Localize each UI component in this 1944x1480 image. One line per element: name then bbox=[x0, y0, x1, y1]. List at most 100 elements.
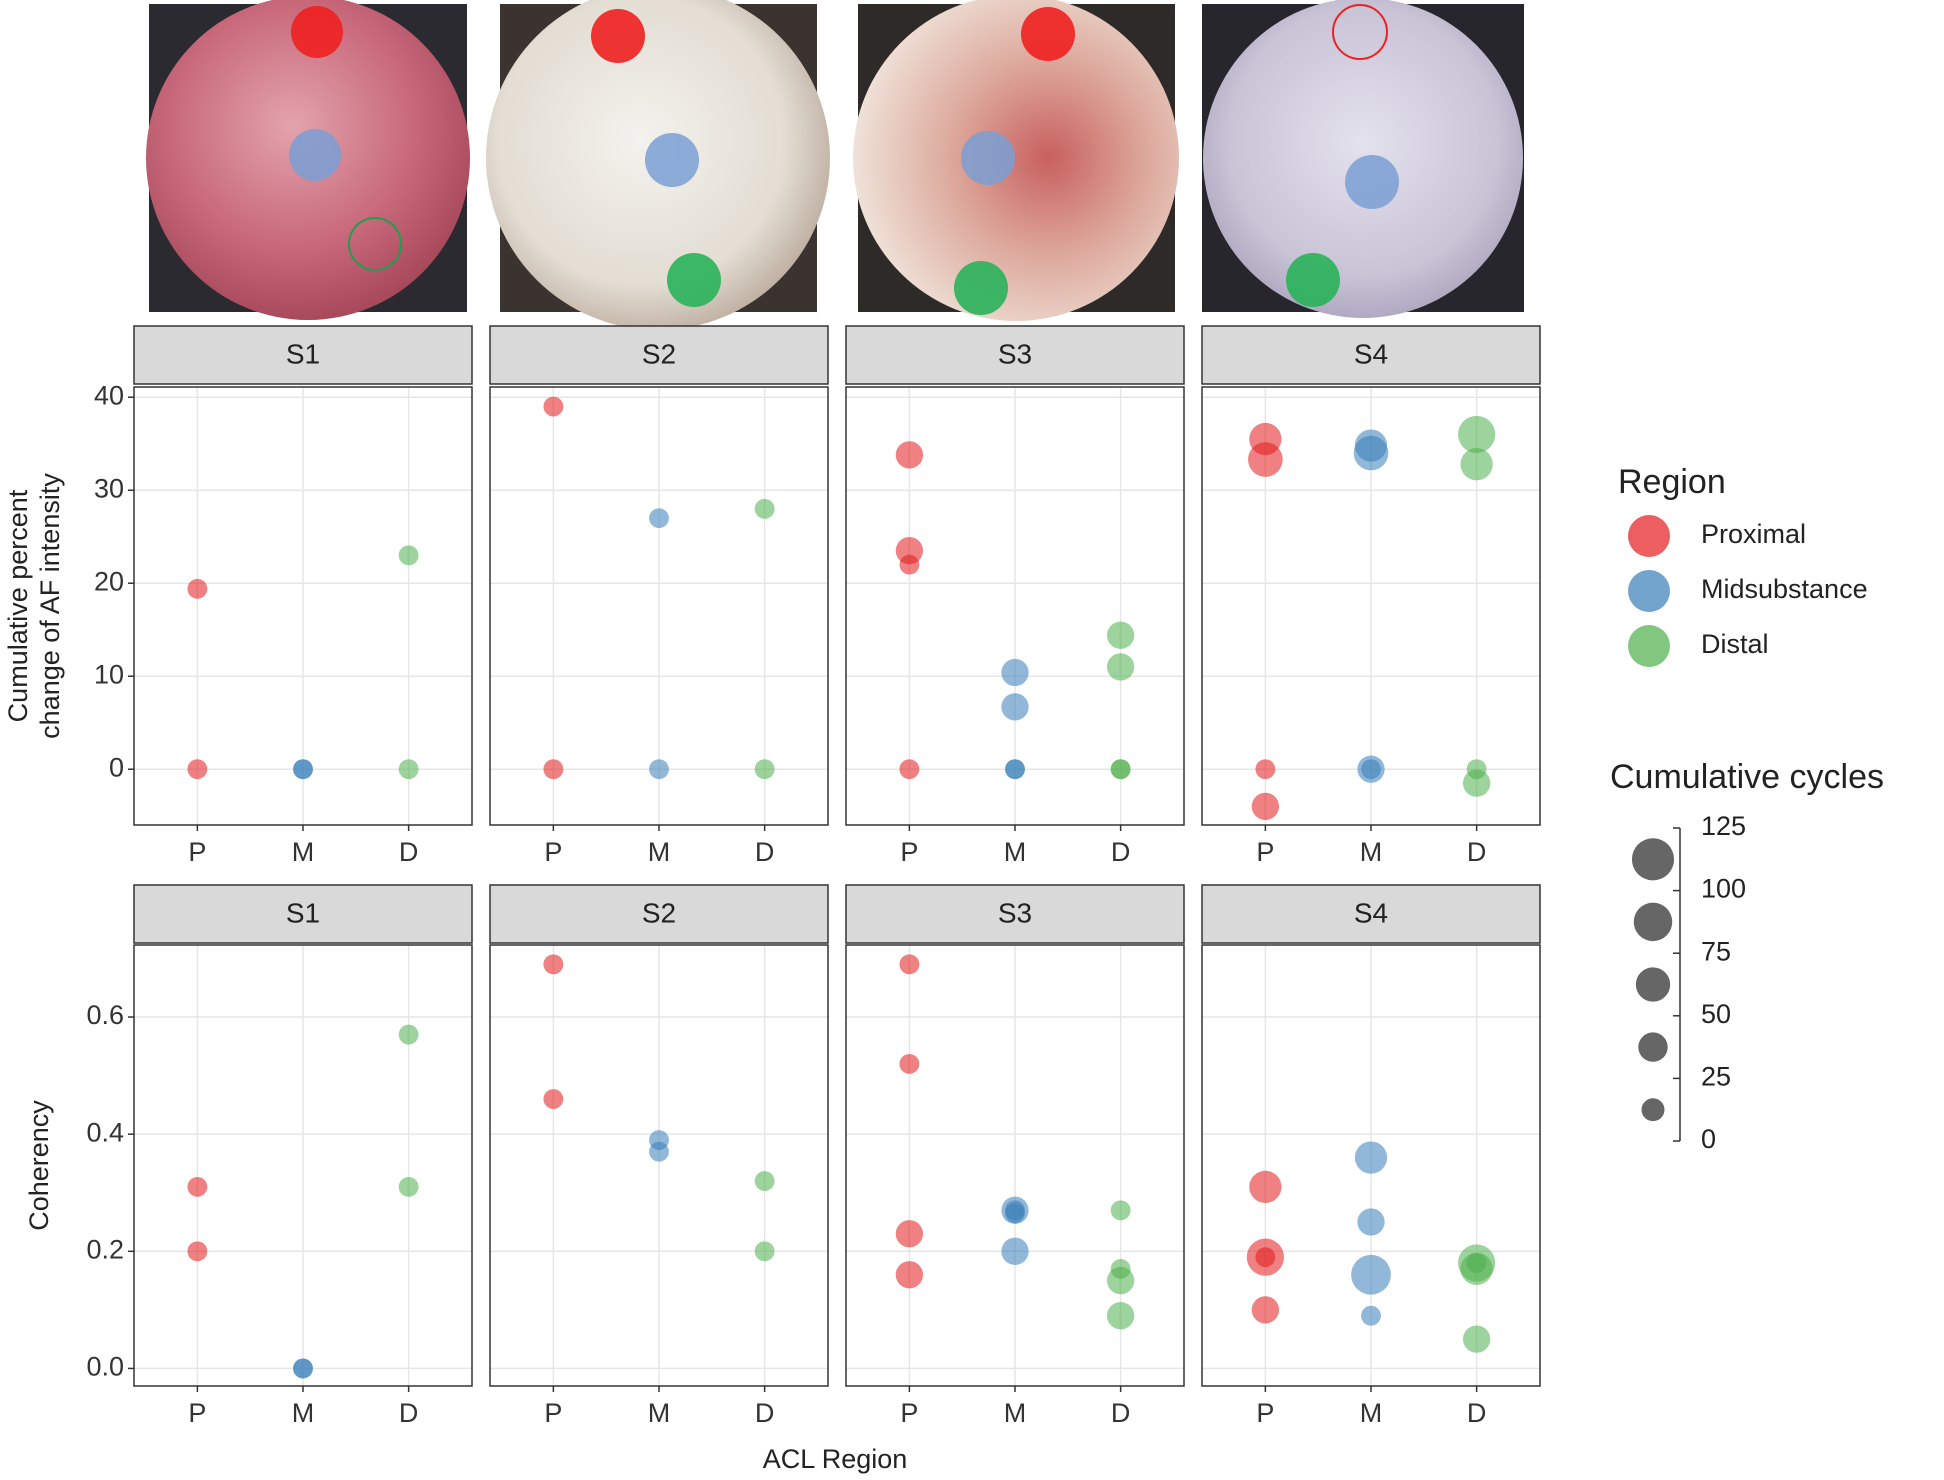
size-legend-label: 125 bbox=[1701, 811, 1746, 841]
legend-label: Proximal bbox=[1701, 519, 1806, 549]
strip bbox=[845, 884, 1185, 944]
y-tick-label: 10 bbox=[94, 659, 124, 689]
x-tick-label: P bbox=[1256, 837, 1274, 867]
bubble bbox=[899, 954, 920, 975]
x-tick-label: P bbox=[900, 1398, 918, 1428]
strip-label: S4 bbox=[1354, 338, 1388, 369]
x-tick-label: M bbox=[1004, 1398, 1027, 1428]
strip-label: S4 bbox=[1354, 897, 1388, 928]
legend-label: Midsubstance bbox=[1701, 574, 1868, 604]
bubble bbox=[1005, 1200, 1025, 1221]
bubble bbox=[1255, 759, 1276, 780]
bubble bbox=[543, 954, 564, 975]
bubble bbox=[649, 508, 669, 529]
bubble bbox=[187, 1241, 208, 1262]
legend-label: Distal bbox=[1701, 629, 1769, 659]
bubble bbox=[754, 1241, 775, 1262]
bubble bbox=[899, 759, 920, 780]
bubble bbox=[1357, 1208, 1385, 1236]
photo bbox=[146, 0, 470, 320]
legend-title: Region bbox=[1618, 463, 1726, 501]
size-legend-key bbox=[1635, 967, 1671, 1002]
size-legend-label: 0 bbox=[1701, 1124, 1716, 1154]
panel-border bbox=[489, 944, 829, 1387]
bubble bbox=[187, 759, 208, 780]
bubble bbox=[1361, 759, 1381, 780]
x-tick-label: M bbox=[1360, 837, 1383, 867]
bubble bbox=[1001, 658, 1029, 687]
strip bbox=[489, 325, 829, 385]
x-tick-label: M bbox=[648, 1398, 671, 1428]
bubble bbox=[895, 1220, 924, 1248]
size-legend-key bbox=[1633, 902, 1673, 942]
bubble bbox=[543, 759, 564, 780]
bubble bbox=[754, 759, 775, 780]
bubble bbox=[1255, 1247, 1276, 1268]
bubble bbox=[1458, 415, 1496, 454]
size-legend-label: 25 bbox=[1701, 1062, 1731, 1092]
photos bbox=[146, 0, 1524, 330]
size-legend-title: Cumulative cycles bbox=[1610, 758, 1884, 796]
bubble bbox=[187, 1176, 208, 1197]
panel-border bbox=[845, 944, 1185, 1387]
bubble bbox=[1462, 1325, 1491, 1353]
bubble bbox=[899, 1053, 920, 1074]
bubble bbox=[1249, 1170, 1282, 1204]
bubble bbox=[1005, 759, 1025, 780]
x-tick-label: D bbox=[1111, 837, 1131, 867]
bubble bbox=[754, 1171, 775, 1191]
y-axis-title: Coherency bbox=[24, 1100, 54, 1231]
bubble bbox=[187, 578, 208, 599]
strip bbox=[133, 325, 473, 385]
bubble bbox=[1106, 653, 1135, 681]
y-tick-label: 0.6 bbox=[86, 1000, 124, 1030]
bubble bbox=[754, 498, 775, 519]
x-tick-label: P bbox=[188, 837, 206, 867]
x-tick-label: M bbox=[1360, 1398, 1383, 1428]
size-legend-label: 100 bbox=[1701, 874, 1746, 904]
bubble bbox=[1106, 1266, 1135, 1295]
bubble bbox=[1462, 769, 1491, 797]
x-tick-label: P bbox=[544, 837, 562, 867]
photo bbox=[486, 0, 830, 330]
bubble bbox=[398, 545, 419, 566]
x-tick-label: D bbox=[1111, 1398, 1131, 1428]
size-legend-key bbox=[1641, 1098, 1665, 1122]
panel-border bbox=[489, 386, 829, 826]
panel-border bbox=[133, 944, 473, 1387]
bubble bbox=[1001, 1237, 1029, 1265]
bubble bbox=[293, 1358, 313, 1379]
strip bbox=[1201, 325, 1541, 385]
bubble bbox=[649, 1141, 669, 1162]
y-tick-label: 0.4 bbox=[86, 1117, 124, 1147]
x-tick-label: D bbox=[755, 1398, 775, 1428]
x-tick-label: P bbox=[544, 1398, 562, 1428]
strip bbox=[1201, 884, 1541, 944]
photo bbox=[853, 0, 1179, 321]
y-tick-label: 20 bbox=[94, 566, 124, 596]
bubble bbox=[1351, 1254, 1391, 1295]
bubble bbox=[1251, 1296, 1280, 1324]
x-tick-label: P bbox=[1256, 1398, 1274, 1428]
bubble bbox=[895, 441, 924, 469]
x-tick-label: M bbox=[292, 1398, 315, 1428]
strip-label: S3 bbox=[998, 338, 1032, 369]
bubble bbox=[1106, 1302, 1135, 1330]
bubble bbox=[1110, 759, 1131, 780]
bubble bbox=[1460, 1252, 1493, 1286]
x-tick-label: D bbox=[1467, 837, 1487, 867]
y-tick-label: 40 bbox=[94, 380, 124, 410]
photo bbox=[1202, 0, 1524, 318]
panel-border bbox=[845, 386, 1185, 826]
strip bbox=[133, 884, 473, 944]
x-tick-label: P bbox=[900, 837, 918, 867]
bubble bbox=[293, 759, 313, 780]
strip-label: S1 bbox=[286, 897, 320, 928]
strip-label: S2 bbox=[642, 338, 676, 369]
x-tick-label: M bbox=[1004, 837, 1027, 867]
y-tick-label: 0.2 bbox=[86, 1234, 124, 1264]
panel-border bbox=[1201, 386, 1541, 826]
panel-border bbox=[133, 386, 473, 826]
y-tick-label: 30 bbox=[94, 473, 124, 503]
